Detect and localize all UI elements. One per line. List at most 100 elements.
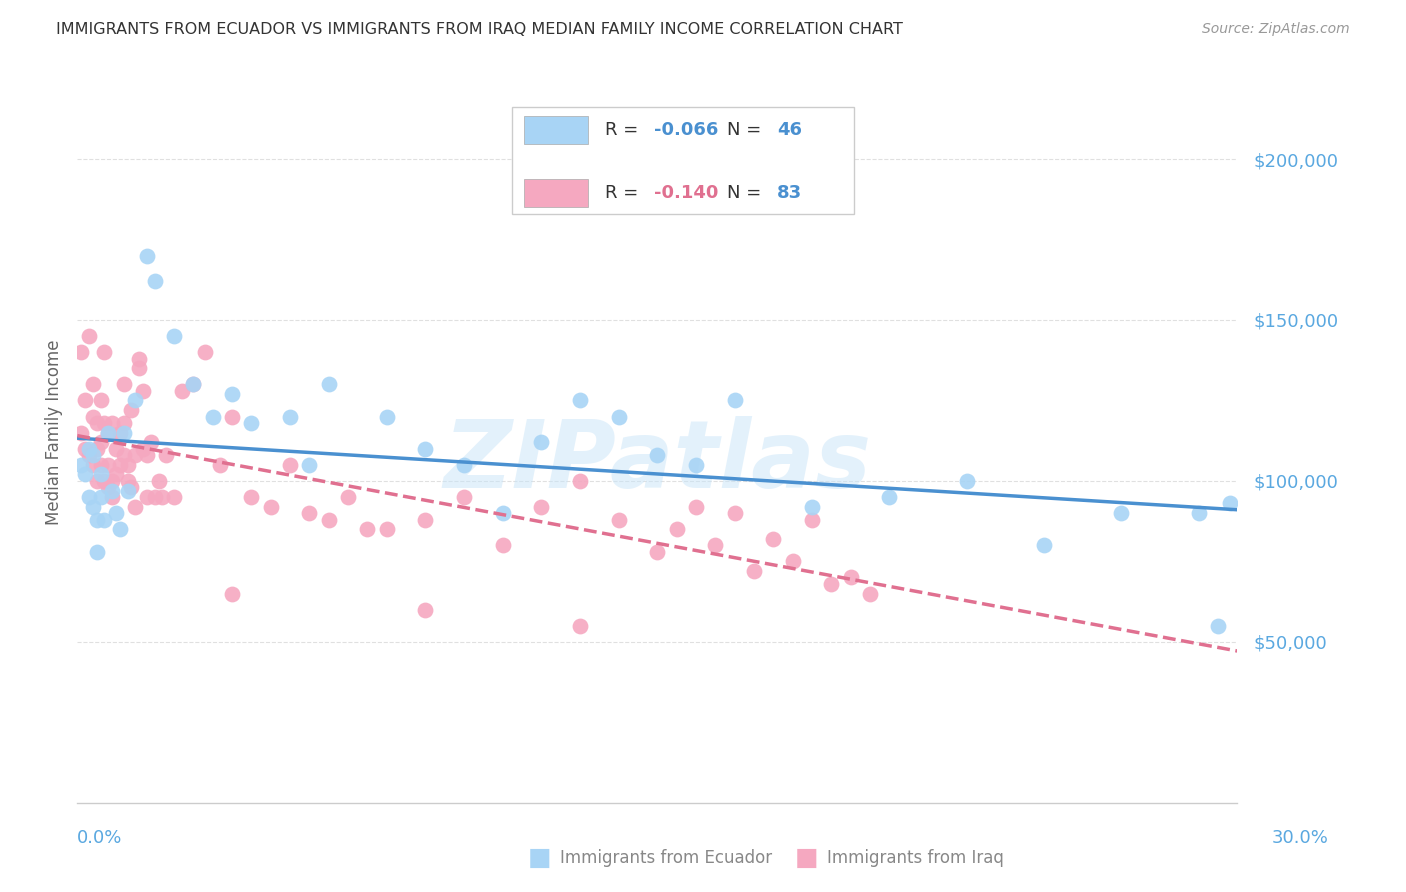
- Point: [1206, 619, 1229, 633]
- Point: [839, 570, 862, 584]
- Point: [569, 619, 592, 633]
- Point: [801, 500, 824, 514]
- Point: [337, 490, 360, 504]
- Point: [607, 409, 630, 424]
- Point: [112, 448, 135, 462]
- Text: ■: ■: [527, 847, 551, 870]
- Point: [530, 435, 553, 450]
- Point: [75, 442, 96, 456]
- Point: [183, 377, 205, 392]
- Point: [240, 416, 263, 430]
- Point: [117, 474, 139, 488]
- Point: [209, 458, 232, 472]
- Point: [155, 448, 177, 462]
- Point: [86, 512, 108, 526]
- Point: [108, 522, 131, 536]
- Point: [685, 500, 707, 514]
- Point: [82, 458, 104, 472]
- Point: [453, 490, 475, 504]
- Point: [90, 490, 111, 504]
- Point: [1033, 538, 1056, 552]
- Point: [70, 425, 93, 440]
- Text: 0.0%: 0.0%: [77, 830, 122, 847]
- Point: [105, 442, 127, 456]
- Point: [97, 458, 120, 472]
- Point: [569, 393, 592, 408]
- Point: [194, 345, 217, 359]
- Point: [143, 274, 166, 288]
- Point: [82, 448, 104, 462]
- Point: [86, 545, 108, 559]
- Point: [704, 538, 727, 552]
- Text: 46: 46: [776, 120, 801, 139]
- Point: [105, 506, 127, 520]
- Point: [762, 532, 785, 546]
- Text: -0.066: -0.066: [654, 120, 718, 139]
- Point: [82, 377, 104, 392]
- Point: [75, 393, 96, 408]
- Point: [163, 490, 186, 504]
- Point: [139, 435, 162, 450]
- Point: [685, 458, 707, 472]
- Point: [413, 602, 436, 616]
- Point: [90, 467, 111, 482]
- Point: [183, 377, 205, 392]
- Point: [97, 425, 120, 440]
- Text: 83: 83: [776, 184, 801, 202]
- Point: [101, 416, 124, 430]
- Text: Immigrants from Iraq: Immigrants from Iraq: [827, 849, 1004, 867]
- Point: [375, 522, 398, 536]
- Point: [101, 483, 124, 498]
- Point: [117, 458, 139, 472]
- Point: [492, 506, 515, 520]
- Text: N =: N =: [727, 184, 766, 202]
- Point: [82, 409, 104, 424]
- Point: [93, 512, 115, 526]
- Point: [75, 467, 96, 482]
- Point: [724, 506, 747, 520]
- Point: [93, 416, 115, 430]
- Point: [163, 329, 186, 343]
- Point: [124, 448, 146, 462]
- Point: [569, 474, 592, 488]
- Point: [77, 329, 100, 343]
- Y-axis label: Median Family Income: Median Family Income: [45, 340, 63, 525]
- Point: [97, 480, 120, 494]
- Point: [136, 448, 159, 462]
- Point: [665, 522, 688, 536]
- Point: [724, 393, 747, 408]
- Point: [1111, 506, 1133, 520]
- Text: Immigrants from Ecuador: Immigrants from Ecuador: [560, 849, 772, 867]
- Point: [152, 490, 174, 504]
- Point: [93, 345, 115, 359]
- Point: [90, 458, 111, 472]
- Point: [356, 522, 378, 536]
- Point: [956, 474, 979, 488]
- Point: [742, 564, 765, 578]
- Point: [413, 512, 436, 526]
- Point: [128, 361, 150, 376]
- Text: Source: ZipAtlas.com: Source: ZipAtlas.com: [1202, 22, 1350, 37]
- Point: [124, 500, 146, 514]
- Point: [132, 384, 155, 398]
- Text: -0.140: -0.140: [654, 184, 718, 202]
- Point: [70, 458, 93, 472]
- Point: [128, 351, 150, 366]
- Point: [318, 512, 340, 526]
- Point: [647, 448, 669, 462]
- Point: [108, 425, 131, 440]
- Point: [221, 387, 243, 401]
- Point: [86, 442, 108, 456]
- Point: [136, 490, 159, 504]
- Point: [108, 458, 131, 472]
- Point: [607, 512, 630, 526]
- Point: [143, 490, 166, 504]
- Point: [318, 377, 340, 392]
- Point: [121, 403, 143, 417]
- Point: [1187, 506, 1209, 520]
- Point: [298, 458, 321, 472]
- Point: [77, 442, 100, 456]
- Point: [170, 384, 193, 398]
- Point: [132, 442, 155, 456]
- Point: [530, 500, 553, 514]
